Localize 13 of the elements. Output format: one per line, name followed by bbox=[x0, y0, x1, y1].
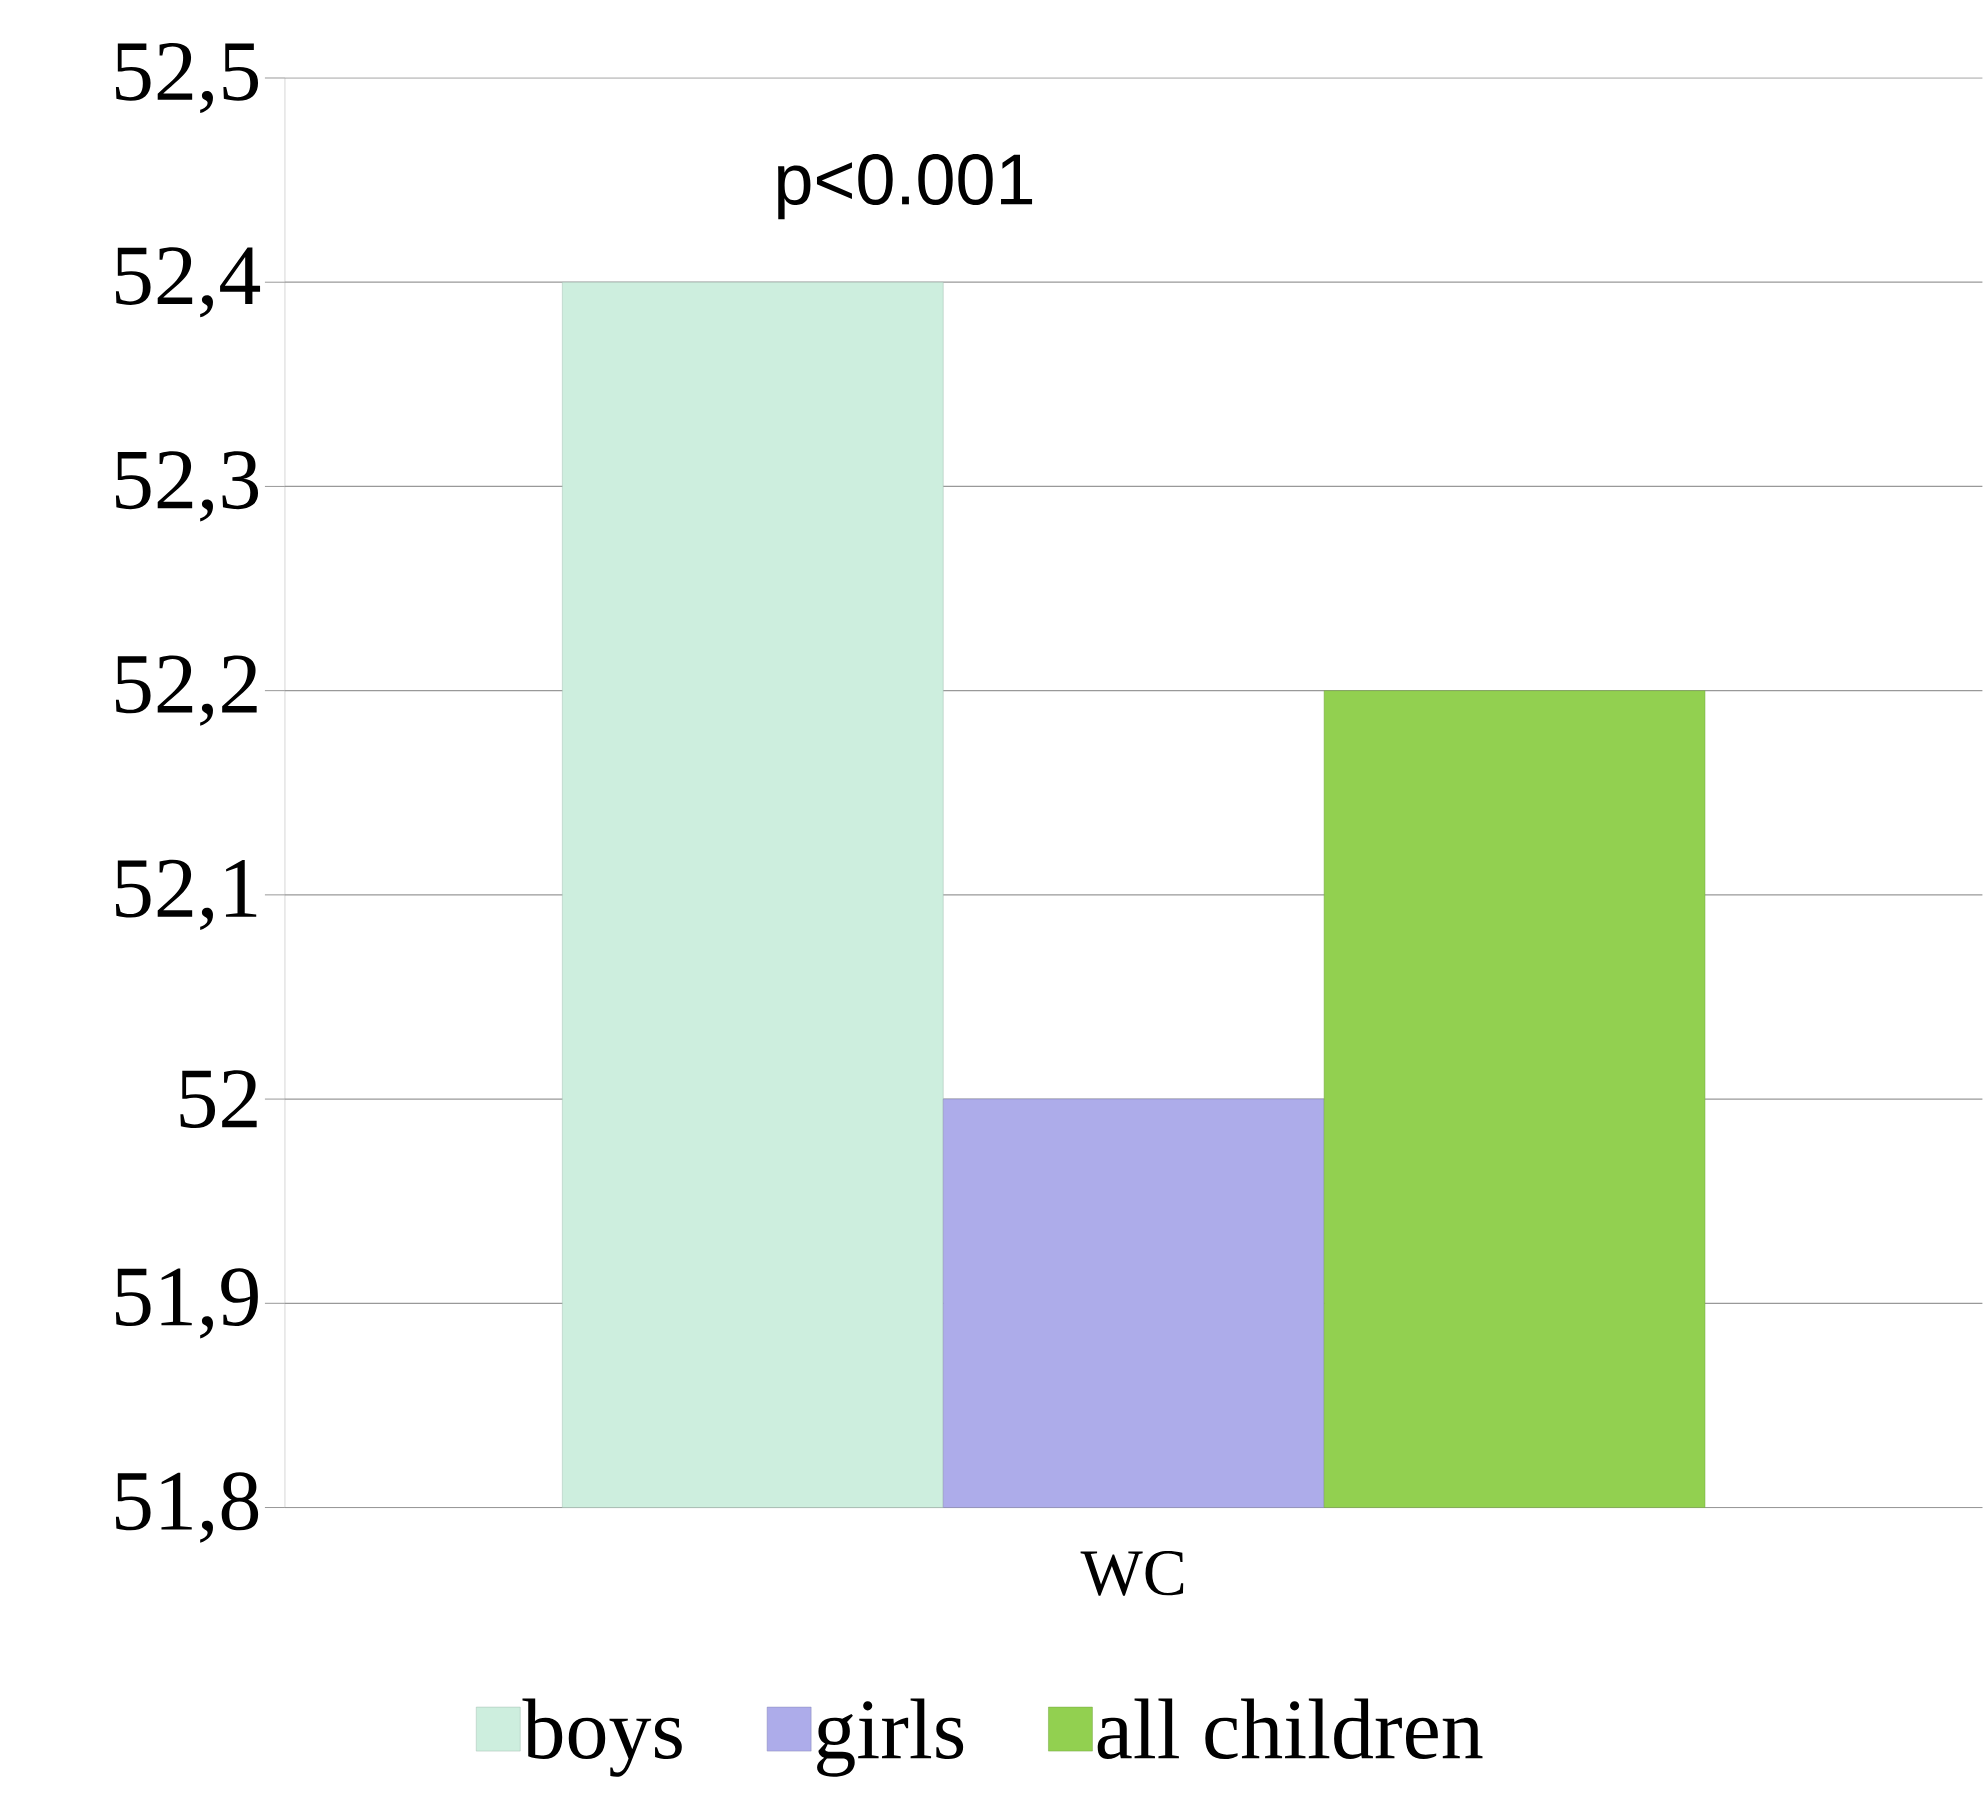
legend-label: boys bbox=[522, 1698, 682, 1777]
y-tick-label: 52 bbox=[180, 1070, 257, 1128]
y-tick-label: 51,8 bbox=[115, 1472, 259, 1543]
y-tick-label: 52,5 bbox=[115, 42, 259, 113]
y-tick-label: 52,3 bbox=[115, 451, 259, 522]
legend-label: girls bbox=[817, 1698, 964, 1777]
y-tick-label: 52,4 bbox=[115, 246, 261, 318]
y-tick-label: 52,1 bbox=[115, 859, 257, 930]
y-tick-label: 52,2 bbox=[115, 655, 257, 726]
annotation: p<0.001 bbox=[778, 153, 1033, 220]
y-tick-label: 51,9 bbox=[115, 1268, 258, 1339]
x-tick-label: WC bbox=[1080, 1550, 1184, 1596]
legend-label: all children bbox=[1097, 1698, 1483, 1759]
